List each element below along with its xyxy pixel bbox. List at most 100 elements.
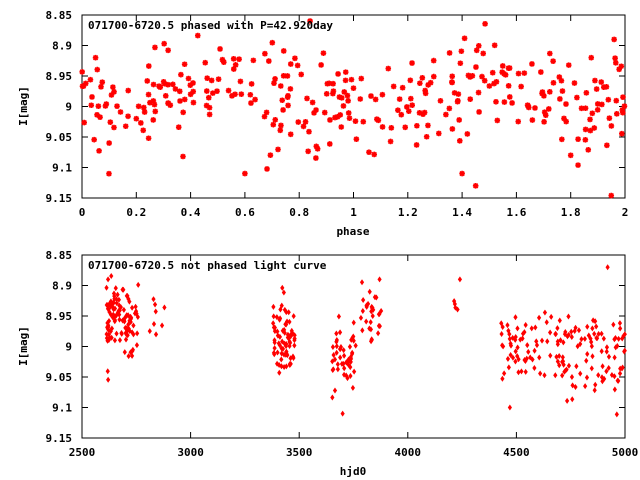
data-point xyxy=(446,50,453,56)
data-point xyxy=(123,329,128,336)
data-point xyxy=(558,77,565,84)
data-point xyxy=(592,330,597,337)
data-point xyxy=(612,354,617,361)
data-point xyxy=(452,298,457,305)
data-point xyxy=(302,118,309,125)
data-point xyxy=(203,88,210,94)
data-point xyxy=(280,338,285,345)
data-point xyxy=(122,349,127,356)
data-point xyxy=(612,386,617,393)
data-point xyxy=(123,336,129,343)
data-point xyxy=(557,96,563,102)
data-point xyxy=(515,344,520,351)
data-point xyxy=(305,148,311,155)
data-point xyxy=(459,170,465,177)
data-point xyxy=(542,112,549,119)
data-point xyxy=(170,81,176,88)
y-tick-label: 9 xyxy=(65,341,72,354)
data-point xyxy=(615,342,620,349)
data-point xyxy=(309,99,316,106)
data-point xyxy=(337,112,344,118)
data-point xyxy=(133,115,140,122)
data-point xyxy=(500,343,506,350)
data-point xyxy=(593,381,598,388)
data-point xyxy=(284,73,291,79)
data-point xyxy=(109,325,115,332)
data-point xyxy=(368,93,374,99)
data-point xyxy=(124,312,129,319)
data-point xyxy=(457,276,463,283)
data-point xyxy=(542,372,547,379)
data-point xyxy=(544,319,549,326)
data-point xyxy=(205,94,212,101)
data-point xyxy=(594,107,601,113)
data-point xyxy=(562,368,567,375)
data-point xyxy=(127,298,132,305)
data-point xyxy=(574,363,579,370)
data-point xyxy=(350,384,356,391)
data-point xyxy=(146,63,152,69)
data-point xyxy=(291,313,296,320)
data-point xyxy=(214,88,220,94)
data-point xyxy=(513,358,518,365)
data-point xyxy=(351,319,356,326)
y-tick-label: 9.05 xyxy=(46,371,73,384)
data-point xyxy=(542,309,548,316)
data-point xyxy=(267,152,274,158)
data-point xyxy=(376,322,382,329)
data-point xyxy=(530,356,535,363)
data-point xyxy=(515,325,520,332)
data-point xyxy=(348,76,355,83)
data-point xyxy=(106,140,112,146)
data-point xyxy=(272,339,277,346)
data-point xyxy=(559,136,565,143)
data-point xyxy=(506,94,513,100)
data-point xyxy=(605,264,610,271)
y-tick-label: 9.1 xyxy=(52,402,72,415)
x-tick-label: 0.2 xyxy=(126,206,146,219)
data-point xyxy=(406,108,412,115)
data-point xyxy=(396,96,403,102)
data-point xyxy=(229,93,235,99)
y-tick-label: 9.1 xyxy=(52,162,72,175)
data-point xyxy=(284,350,289,357)
data-point xyxy=(287,318,292,325)
unphased-panel: 8.85 8.9 8.95 9 9.05 9.1 9.15 2500 3000 3500 4000… xyxy=(17,249,638,478)
data-point xyxy=(117,311,122,318)
data-point xyxy=(113,285,118,292)
data-point xyxy=(437,97,444,104)
data-point xyxy=(360,118,367,125)
data-point xyxy=(280,284,285,291)
data-point xyxy=(266,58,272,64)
data-point xyxy=(563,329,568,336)
data-point xyxy=(247,91,254,98)
data-point xyxy=(564,366,569,373)
data-point xyxy=(147,99,153,106)
data-point xyxy=(330,88,337,94)
data-point xyxy=(372,294,378,301)
data-point xyxy=(290,353,296,360)
data-point xyxy=(115,291,120,298)
phased-panel: 8.85 8.9 8.95 9 9.05 9.1 9.15 0 0.2 0.4 0.6 0.8 1 1.… xyxy=(17,9,628,238)
data-point xyxy=(501,99,508,105)
data-point xyxy=(473,64,479,70)
data-point xyxy=(467,96,474,102)
data-point xyxy=(360,327,365,334)
data-point xyxy=(156,83,162,89)
data-point xyxy=(588,54,595,61)
data-point xyxy=(584,357,589,364)
data-point xyxy=(270,121,277,128)
data-point xyxy=(159,322,165,329)
data-point xyxy=(272,76,278,82)
x-tick-label: 1.6 xyxy=(506,206,526,219)
data-point xyxy=(288,331,293,338)
data-point xyxy=(119,330,124,337)
data-point xyxy=(582,137,589,143)
data-point xyxy=(252,96,258,103)
data-point xyxy=(500,324,505,331)
data-point xyxy=(91,136,97,143)
phased-chart-title: 071700-6720.5 phased with P=42.920day xyxy=(88,19,333,32)
data-point xyxy=(421,109,428,116)
data-point xyxy=(135,330,140,337)
